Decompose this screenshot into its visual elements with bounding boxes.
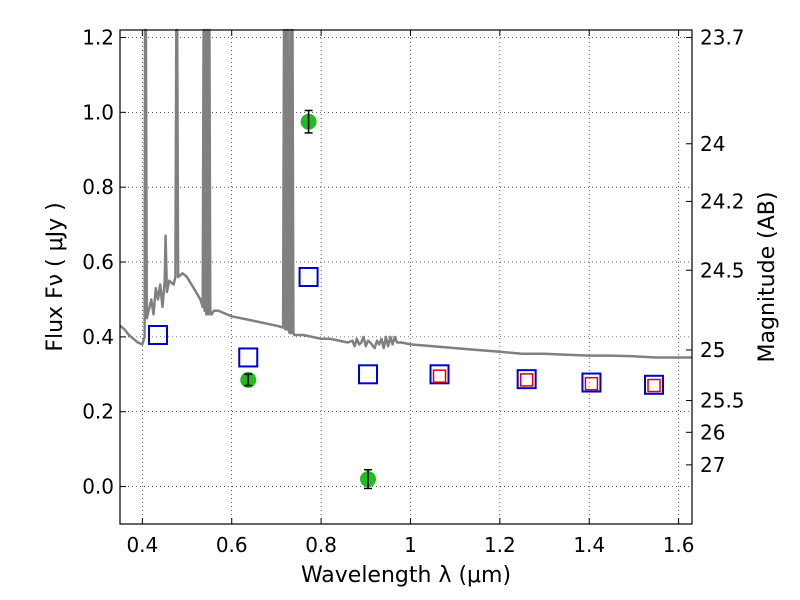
y-tick-label: 0.6 (82, 250, 114, 274)
y-tick-label: 1.2 (82, 25, 114, 49)
y2-tick-label: 27 (700, 453, 725, 477)
model-band-square (516, 369, 537, 390)
x-tick-label: 1.6 (663, 533, 695, 557)
y2-tick-label: 26 (700, 420, 725, 444)
y2-axis: 23.7 24 24.2 24.5 25 25.5 26 27 (686, 25, 745, 477)
y2-tick-label: 24 (700, 132, 725, 156)
model-band-square (644, 374, 665, 395)
y-axis-label: Flux Fν ( μJy ) (43, 202, 68, 351)
y-tick-label: 0.0 (82, 475, 114, 499)
y2-tick-label: 23.7 (700, 25, 745, 49)
series-layer (119, 28, 692, 490)
y-tick-label: 0.4 (82, 325, 114, 349)
x-axis-label: Wavelength λ (μm) (301, 563, 511, 588)
x-tick-label: 0.8 (305, 533, 337, 557)
y-axis: 0.0 0.2 0.4 0.6 0.8 1.0 1.2 (82, 25, 126, 499)
y-tick-label: 0.8 (82, 175, 114, 199)
model-band-square (581, 372, 602, 393)
model-band-square (238, 347, 259, 368)
y2-tick-label: 25.5 (700, 389, 745, 413)
model-band-square (429, 364, 450, 385)
plot-frame (119, 29, 693, 525)
y-tick-label: 0.2 (82, 400, 114, 424)
grid (120, 30, 692, 524)
model-band-square-red (432, 369, 447, 383)
model-band-square (298, 267, 319, 287)
model-band-square (147, 325, 168, 346)
model-spectrum-line (119, 28, 692, 359)
y-tick-label: 1.0 (82, 100, 114, 124)
x-tick-label: 1.2 (484, 533, 516, 557)
y2-tick-label: 24.5 (700, 258, 745, 282)
x-tick-label: 0.6 (216, 533, 248, 557)
model-band-square (358, 364, 379, 385)
model-band-square-red (584, 376, 599, 391)
y2-tick-label: 25 (700, 338, 725, 362)
y2-tick-label: 24.2 (700, 189, 745, 213)
x-axis: 0.4 0.6 0.8 1 1.2 1.4 1.6 (126, 30, 695, 557)
x-tick-label: 1.4 (573, 533, 605, 557)
y2-axis-label: Magnitude (AB) (755, 192, 780, 363)
x-tick-label: 0.4 (126, 533, 158, 557)
model-band-square-red (519, 373, 534, 387)
model-band-square-red (647, 378, 661, 393)
x-tick-label: 1 (404, 533, 417, 557)
